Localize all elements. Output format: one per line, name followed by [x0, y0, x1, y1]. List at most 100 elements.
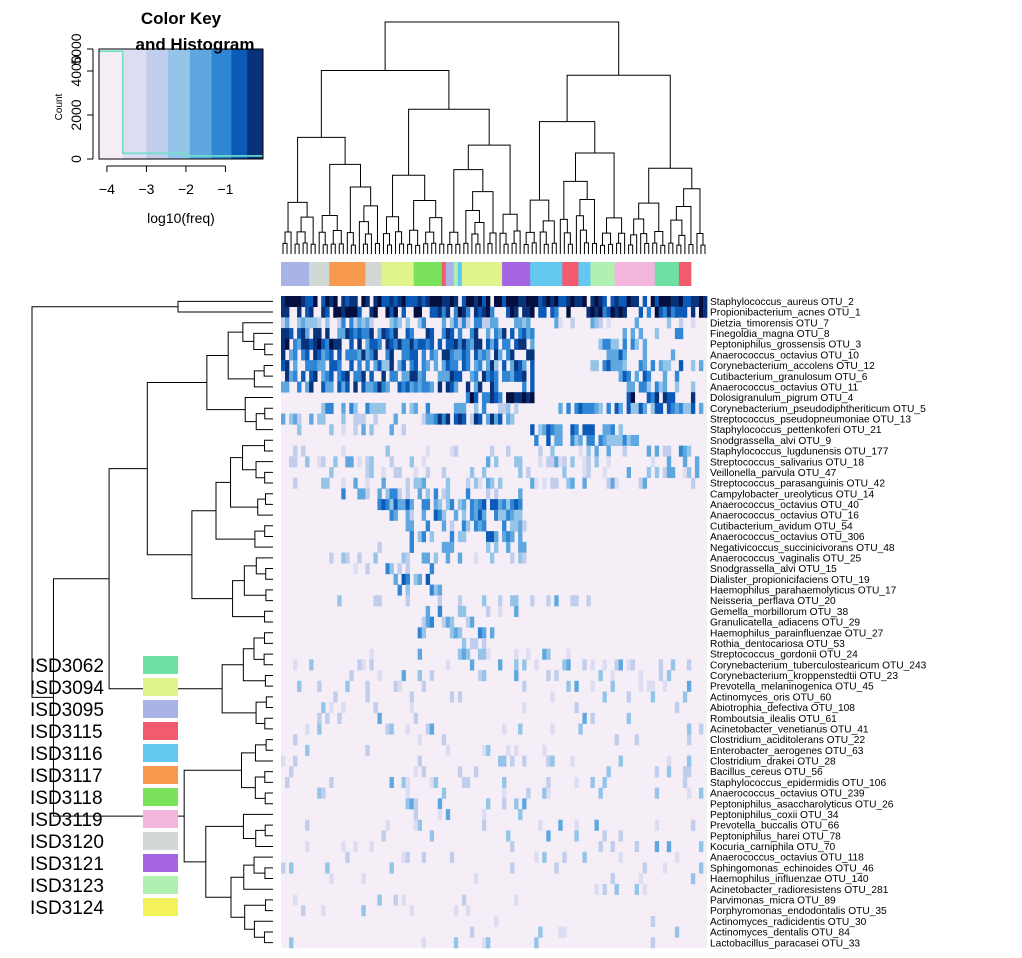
- heatmap-cell: [365, 456, 370, 468]
- heatmap-cell: [598, 338, 603, 350]
- heatmap-cell: [542, 851, 547, 863]
- heatmap-cell: [329, 381, 334, 393]
- heatmap-cell: [333, 360, 338, 372]
- heatmap-cell: [405, 798, 410, 810]
- heatmap-cell: [461, 499, 467, 511]
- heatmap-cell: [530, 296, 535, 308]
- row-labels: Staphylococcus_aureus OTU_2Propionibacte…: [710, 297, 927, 949]
- row-branch: [265, 696, 273, 709]
- heatmap-cell: [514, 509, 519, 521]
- heatmap-cell: [514, 659, 519, 671]
- column-branch: [349, 186, 372, 233]
- heatmap-cell: [369, 338, 374, 350]
- heatmap-cell: [598, 402, 603, 414]
- heatmap-cell: [690, 360, 696, 372]
- heatmap-cell: [365, 296, 370, 308]
- heatmap-cell: [554, 862, 559, 874]
- heatmap-cell: [594, 402, 599, 414]
- heatmap-cell: [502, 776, 507, 789]
- heatmap-cell: [341, 413, 346, 425]
- heatmap-cell: [481, 402, 487, 414]
- row-branch: [265, 739, 273, 751]
- heatmap-cell: [321, 338, 326, 350]
- heatmap-cell: [361, 296, 366, 308]
- heatmap-cell: [313, 328, 318, 340]
- heatmap-cell: [421, 370, 427, 382]
- heatmap-cell: [670, 392, 676, 404]
- heatmap-cell: [602, 434, 607, 446]
- heatmap-cell: [421, 680, 427, 692]
- heatmap-cell: [494, 541, 499, 553]
- heatmap-cell: [369, 328, 374, 340]
- heatmap-cell: [357, 338, 362, 350]
- heatmap-cell: [646, 306, 652, 318]
- heatmap-cell: [578, 723, 583, 735]
- heatmap-cell: [345, 328, 350, 340]
- heatmap-cell: [285, 328, 290, 340]
- column-group-SD3062: [654, 262, 680, 286]
- heatmap-cell: [469, 638, 475, 650]
- heatmap-cell: [365, 680, 370, 692]
- heatmap-cell: [494, 488, 499, 500]
- heatmap-cell: [510, 413, 515, 425]
- heatmap-cell: [574, 776, 579, 789]
- heatmap-cell: [453, 349, 459, 361]
- heatmap-cell: [413, 360, 418, 372]
- heatmap-cell: [449, 541, 455, 553]
- heatmap-cell: [333, 306, 338, 318]
- heatmap-cell: [586, 595, 591, 607]
- heatmap-cell: [365, 338, 370, 350]
- row-label: Haemophilus_parahaemolyticus OTU_17: [710, 586, 897, 597]
- heatmap-cell: [301, 328, 306, 340]
- heatmap-cell: [413, 338, 418, 350]
- heatmap-cell: [293, 755, 298, 767]
- heatmap-cell: [397, 360, 402, 372]
- heatmap-cell: [441, 787, 447, 799]
- heatmap-cell: [465, 477, 471, 489]
- heatmap-cell: [506, 830, 511, 842]
- heatmap-cell: [361, 349, 366, 361]
- column-branch: [513, 230, 521, 254]
- heatmap-cell: [389, 370, 394, 382]
- heatmap-cell: [473, 392, 479, 404]
- heatmap-cell: [421, 349, 427, 361]
- column-branch: [395, 231, 403, 254]
- heatmap-cell: [670, 296, 676, 308]
- heatmap-cell: [546, 776, 551, 789]
- heatmap-cell: [526, 392, 531, 404]
- heatmap-cell: [349, 349, 354, 361]
- heatmap-cell: [473, 499, 479, 511]
- heatmap-cell: [558, 402, 563, 414]
- heatmap-cell: [413, 477, 418, 489]
- column-group-SD3121: [502, 262, 531, 286]
- heatmap-cell: [498, 402, 503, 414]
- heatmap-cell: [686, 445, 692, 457]
- heatmap-cell: [650, 680, 656, 692]
- heatmap-cell: [325, 402, 330, 414]
- heatmap-cell: [349, 306, 354, 318]
- heatmap-cell: [373, 306, 378, 318]
- column-branch: [683, 188, 701, 234]
- heatmap-cell: [554, 296, 559, 308]
- heatmap-cell: [642, 338, 648, 350]
- heatmap-cell: [401, 499, 406, 511]
- heatmap-cell: [522, 659, 527, 671]
- heatmap-cell: [309, 317, 314, 329]
- color-key-subtitle: and Histogram: [135, 35, 254, 54]
- heatmap-cell: [630, 402, 636, 414]
- heatmap-cell: [337, 317, 342, 329]
- heatmap-cell: [465, 488, 471, 500]
- heatmap-cell: [389, 488, 394, 500]
- column-branch: [296, 231, 306, 245]
- heatmap-cell: [293, 370, 298, 382]
- heatmap-cell: [538, 926, 543, 938]
- heatmap-cell: [618, 659, 623, 671]
- heatmap-cell: [510, 531, 515, 543]
- heatmap-cell: [658, 402, 664, 414]
- column-branch: [579, 229, 587, 254]
- heatmap-cell: [453, 905, 459, 917]
- row-branch: [264, 407, 273, 420]
- heatmap-cell: [542, 306, 547, 318]
